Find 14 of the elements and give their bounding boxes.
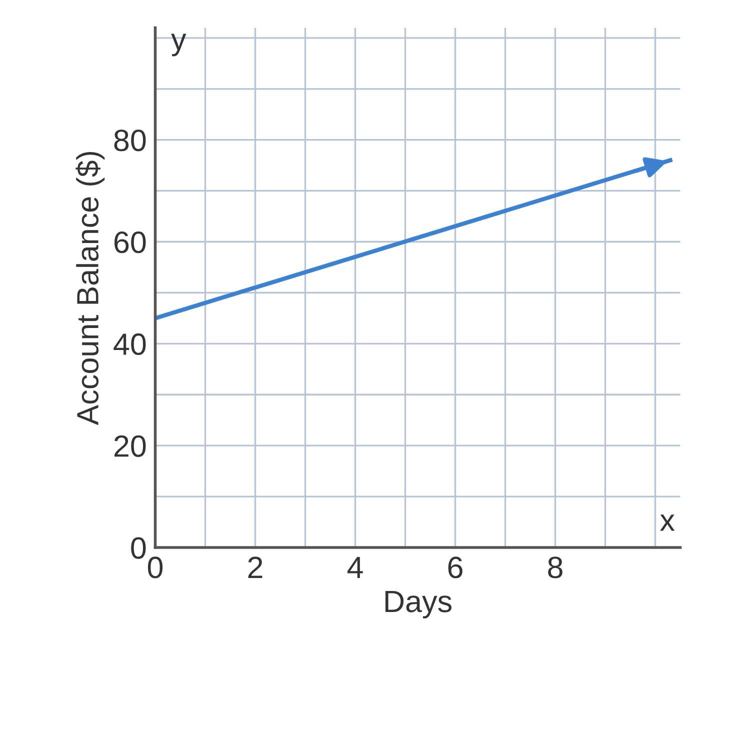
y-tick-label: 80 (114, 130, 146, 152)
x-tick-label: 2 (248, 556, 262, 578)
x-tick-label: 6 (448, 556, 462, 578)
x-axis-title: Days (385, 590, 452, 618)
y-axis-title: Account Balance ($) (76, 152, 105, 426)
x-tick-label: 0 (148, 556, 163, 578)
x-tick-label: 8 (548, 556, 562, 578)
y-tick-label: 60 (114, 232, 146, 254)
annotation: x (660, 514, 675, 531)
y-tick-label: 0 (131, 537, 146, 559)
y-tick-label: 40 (114, 333, 146, 356)
x-tick-label: 4 (347, 556, 363, 578)
annotation: y (171, 34, 186, 56)
y-tick-label: 20 (114, 435, 146, 457)
